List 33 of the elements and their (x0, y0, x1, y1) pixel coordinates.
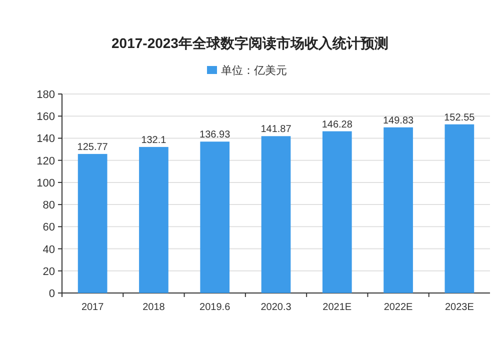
bar (384, 127, 413, 293)
y-tick-label: 160 (36, 111, 55, 124)
y-tick-label: 20 (42, 266, 55, 278)
x-tick-label: 2020.3 (260, 302, 292, 313)
y-tick-label: 60 (42, 222, 55, 234)
data-label: 149.83 (382, 115, 414, 126)
bar (444, 124, 474, 293)
data-label: 152.55 (444, 112, 476, 124)
x-tick-label: 2021E (322, 302, 352, 313)
y-tick-label: 180 (36, 89, 55, 101)
y-tick-label: 80 (42, 200, 55, 212)
x-tick-label: 2019.6 (200, 302, 231, 313)
y-tick-label: 140 (36, 133, 55, 146)
data-label: 146.28 (322, 119, 353, 130)
x-tick-label: 2017 (81, 302, 104, 313)
bar (139, 146, 168, 293)
y-tick-label: 40 (42, 244, 55, 256)
x-tick-label: 2022E (384, 302, 414, 313)
y-tick-label: 100 (36, 177, 55, 190)
y-tick-label: 0 (48, 288, 55, 300)
x-tick-label: 2023E (444, 302, 474, 313)
chart-title: 2017-2023年全球数字阅读市场收入统计预测 (112, 35, 388, 51)
bar (78, 154, 108, 293)
x-tick-label: 2018 (142, 302, 166, 313)
bar (200, 142, 230, 293)
data-label: 125.77 (77, 142, 108, 153)
data-label: 141.87 (260, 124, 292, 136)
data-label: 136.93 (200, 130, 231, 141)
y-tick-label: 120 (36, 155, 55, 168)
bar (261, 136, 291, 293)
data-label: 132.1 (141, 134, 167, 146)
bar (322, 131, 352, 293)
legend-label: 单位：亿美元 (221, 64, 287, 77)
